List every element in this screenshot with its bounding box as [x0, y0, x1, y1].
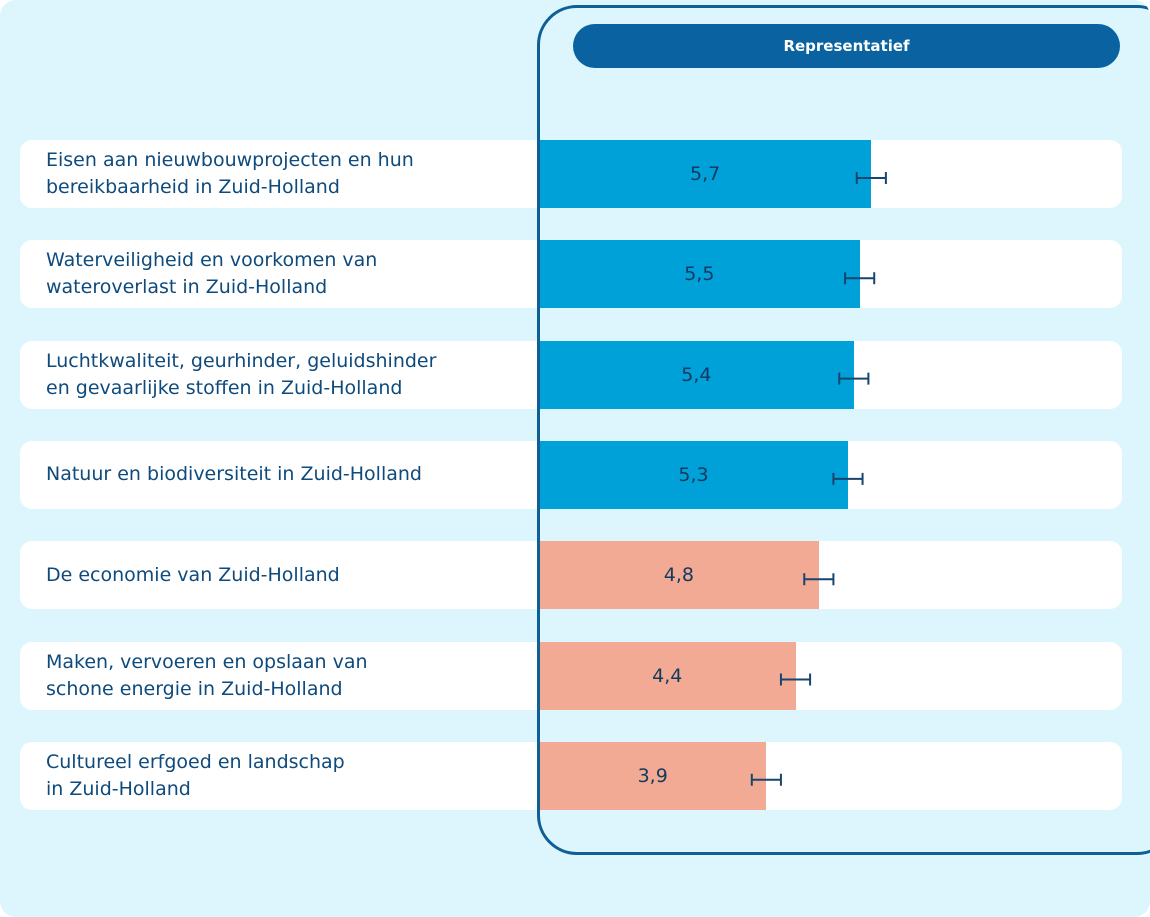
value-label: 4,4: [652, 664, 683, 687]
value-label: 3,9: [637, 764, 668, 787]
error-bar: [832, 472, 864, 485]
bar: [539, 541, 819, 610]
value-label: 5,5: [684, 263, 715, 286]
bar: [539, 140, 872, 208]
error-bar: [803, 573, 835, 586]
category-label: Maken, vervoeren en opslaan van schone e…: [46, 650, 368, 700]
bar: [539, 741, 767, 810]
category-label: Waterveiligheid en voorkomen van waterov…: [46, 249, 378, 299]
category-label: Luchtkwaliteit, geurhinder, geluidshinde…: [46, 349, 437, 399]
bar: [539, 440, 848, 509]
value-label: 5,4: [681, 363, 712, 386]
column-header: Representatief: [573, 24, 1120, 68]
bar: [539, 240, 860, 309]
error-bar: [779, 673, 812, 686]
error-bar: [855, 172, 887, 184]
value-label: 4,8: [663, 564, 695, 587]
value-label: 5,7: [690, 163, 721, 185]
category-label: Eisen aan nieuwbouwprojecten en hun bere…: [46, 149, 414, 198]
error-bar: [838, 372, 870, 385]
category-label: De economie van Zuid-Holland: [46, 563, 340, 586]
category-label: Natuur en biodiversiteit in Zuid-Holland: [46, 463, 422, 486]
value-label: 5,3: [678, 463, 709, 486]
error-bar: [750, 773, 782, 786]
bar: [539, 340, 854, 409]
error-bar: [844, 272, 876, 285]
category-label: Cultureel erfgoed en landschap in Zuid-H…: [46, 750, 345, 800]
column-frame: [537, 5, 1150, 855]
bar: [539, 641, 796, 710]
